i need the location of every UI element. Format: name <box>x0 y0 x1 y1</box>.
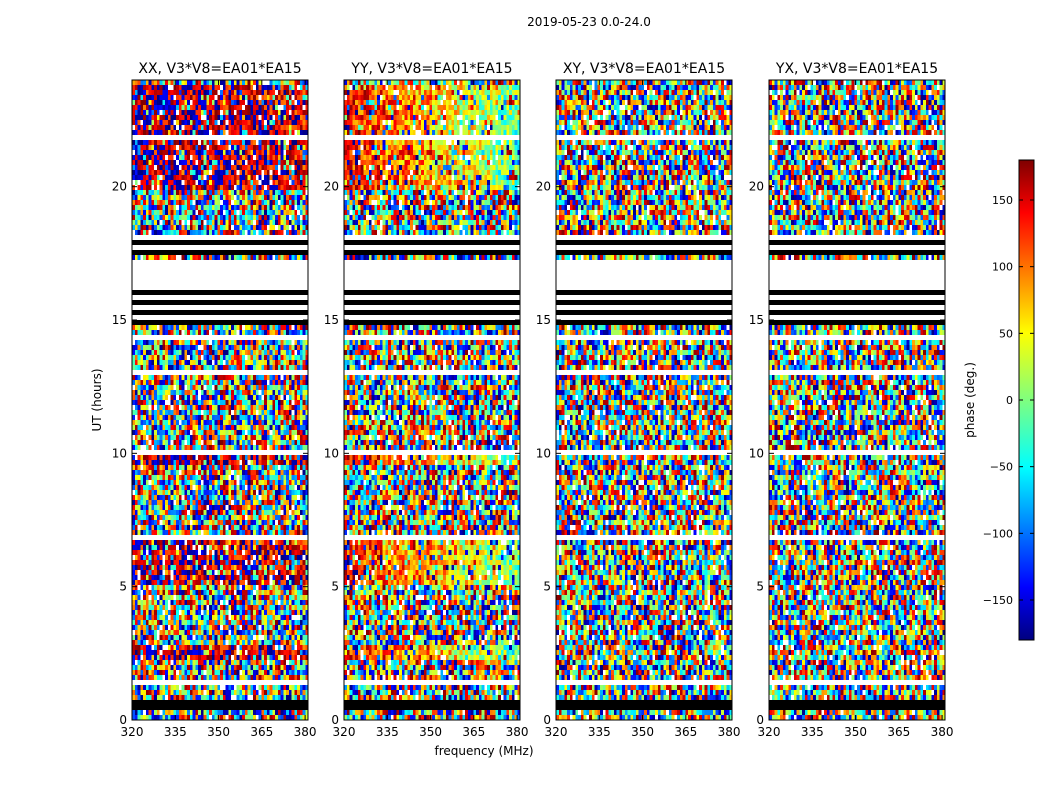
y-tick-label: 15 <box>536 313 551 327</box>
panel-yy: YY, V3*V8=EA01*EA15 320 335 350 365 380 0 5 10 15… <box>324 61 529 739</box>
x-tick-label: 335 <box>164 725 187 739</box>
colorbar-tick-label: 0 <box>1006 394 1013 407</box>
colorbar-tick-label: 100 <box>992 261 1013 274</box>
y-tick-label: 15 <box>112 313 127 327</box>
x-tick-label: 365 <box>462 725 485 739</box>
x-axis-label: frequency (MHz) <box>434 744 533 758</box>
x-tick-label: 350 <box>631 725 654 739</box>
x-tick-label: 380 <box>506 725 529 739</box>
x-tick-label: 320 <box>121 725 144 739</box>
panel-xx: XX, V3*V8=EA01*EA15 320 335 350 365 380 0 5 10 15… <box>112 61 317 739</box>
panel-title: YX, V3*V8=EA01*EA15 <box>775 61 938 77</box>
panel-yx: YX, V3*V8=EA01*EA15 320 335 350 365 380 0 5 10 15… <box>749 61 954 739</box>
x-tick-label: 335 <box>376 725 399 739</box>
panel-title: XX, V3*V8=EA01*EA15 <box>138 61 301 77</box>
x-tick-label: 320 <box>758 725 781 739</box>
x-tick-label: 365 <box>887 725 910 739</box>
x-tick-label: 365 <box>250 725 273 739</box>
panels-group: XX, V3*V8=EA01*EA15 320 335 350 365 380 0 5 10 15… <box>112 61 954 739</box>
panel-title: YY, V3*V8=EA01*EA15 <box>350 61 512 77</box>
panel-heatmap <box>344 80 520 720</box>
x-tick-label: 350 <box>844 725 867 739</box>
panel-heatmap <box>132 80 308 720</box>
colorbar-tick-label: −150 <box>983 594 1013 607</box>
y-tick-label: 10 <box>749 446 764 460</box>
colorbar-tick-label: −100 <box>983 527 1013 540</box>
panel-frame <box>768 79 946 721</box>
panel-xy: XY, V3*V8=EA01*EA15 320 335 350 365 380 0 5 10 15… <box>536 61 741 739</box>
x-tick-label: 335 <box>588 725 611 739</box>
x-tick-label: 380 <box>294 725 317 739</box>
y-tick-label: 0 <box>331 713 339 727</box>
panel-frame <box>555 79 733 721</box>
y-tick-label: 10 <box>536 446 551 460</box>
x-tick-label: 335 <box>801 725 824 739</box>
x-tick-label: 350 <box>419 725 442 739</box>
y-axis-label: UT (hours) <box>90 368 104 431</box>
y-tick-label: 20 <box>536 180 551 194</box>
y-tick-label: 5 <box>119 580 127 594</box>
y-tick-label: 0 <box>119 713 127 727</box>
panel-heatmap <box>769 80 945 720</box>
y-tick-label: 10 <box>324 446 339 460</box>
colorbar-label: phase (deg.) <box>963 362 977 438</box>
y-tick-label: 10 <box>112 446 127 460</box>
panel-title: XY, V3*V8=EA01*EA15 <box>563 61 725 77</box>
panel-frame <box>131 79 309 721</box>
colorbar-tick-label: 50 <box>999 327 1013 340</box>
figure-suptitle: 2019-05-23 0.0-24.0 <box>527 15 651 29</box>
colorbar-tick-label: −50 <box>990 461 1013 474</box>
x-tick-label: 380 <box>931 725 954 739</box>
y-tick-label: 5 <box>331 580 339 594</box>
y-tick-label: 15 <box>324 313 339 327</box>
colorbar: 150 100 50 0 −50 −100 −150 phase (deg.) <box>963 159 1035 641</box>
colorbar-tick-label: 150 <box>992 194 1013 207</box>
panel-frame <box>343 79 521 721</box>
x-tick-label: 320 <box>333 725 356 739</box>
x-tick-label: 365 <box>674 725 697 739</box>
y-tick-label: 20 <box>749 180 764 194</box>
y-tick-label: 15 <box>749 313 764 327</box>
y-tick-label: 0 <box>756 713 764 727</box>
colorbar-ticks: 150 100 50 0 −50 −100 −150 <box>983 194 1034 607</box>
y-tick-label: 20 <box>112 180 127 194</box>
y-tick-label: 20 <box>324 180 339 194</box>
x-tick-label: 350 <box>207 725 230 739</box>
panel-heatmap <box>556 80 732 720</box>
y-tick-label: 5 <box>756 580 764 594</box>
y-tick-label: 0 <box>543 713 551 727</box>
x-tick-label: 380 <box>718 725 741 739</box>
y-tick-label: 5 <box>543 580 551 594</box>
x-tick-label: 320 <box>545 725 568 739</box>
